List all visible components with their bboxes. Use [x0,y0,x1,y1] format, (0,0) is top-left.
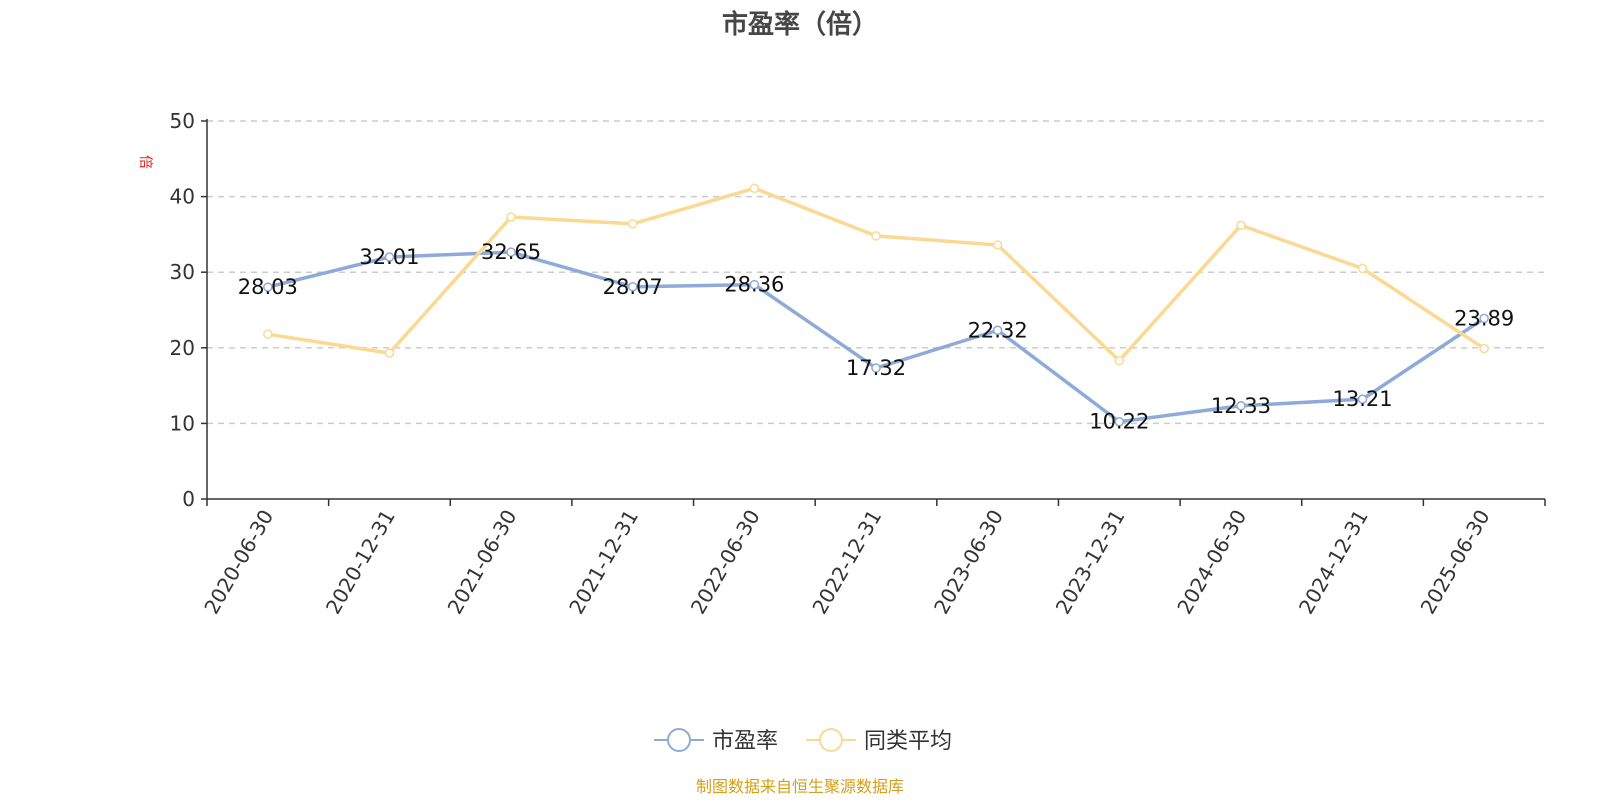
legend-marker-icon [819,728,843,752]
series-lines [263,183,1489,427]
data-point [1114,416,1125,427]
series-line-0 [267,250,1486,424]
x-tick-label: 2023-12-31 [1051,506,1130,619]
x-tick-label: 2020-06-30 [199,506,278,619]
data-label: 32.01 [359,245,419,269]
x-tick-label: 2022-06-30 [686,506,765,619]
data-label: 28.36 [724,273,784,297]
x-tick-label: 2025-06-30 [1416,506,1495,619]
legend-item-0[interactable]: 市盈率 [654,728,778,754]
data-label: 32.65 [481,240,541,264]
data-point [992,325,1003,336]
data-point [627,282,638,292]
data-point [1236,220,1246,231]
data-label: 28.03 [238,275,298,299]
data-point [506,247,516,257]
data-point [384,252,395,262]
legend[interactable]: 市盈率 同类平均 [654,728,952,754]
legend-marker-icon [667,728,691,752]
data-point [992,240,1003,250]
data-point [1357,263,1368,274]
data-point [749,183,760,194]
data-label: 22.32 [968,318,1028,342]
data-labels: 28.03 32.01 32.65 28.07 28.36 17.32 22.32 10.22… [238,240,1514,434]
chart-title: 市盈率（倍） [722,9,878,40]
y-tick-label: 30 [170,260,195,284]
data-point [1357,394,1368,404]
data-point [263,329,273,339]
data-label: 12.33 [1211,394,1271,418]
legend-label: 同类平均 [864,729,952,754]
x-tick-label: 2024-06-30 [1172,506,1251,619]
data-point [749,279,760,290]
legend-label: 市盈率 [712,729,778,754]
data-point [384,348,395,358]
x-tick-label: 2021-06-30 [443,506,522,619]
data-point [1236,401,1246,411]
x-tick-label: 2021-12-31 [564,506,643,619]
data-label: 28.07 [603,275,663,299]
data-label: 23.89 [1454,306,1514,330]
data-point [871,363,881,373]
y-tick-label: 50 [170,109,195,133]
x-tick-label: 2024-12-31 [1294,506,1373,619]
data-point [263,282,273,292]
data-label: 10.22 [1089,410,1149,434]
y-tick-label: 20 [170,336,195,360]
data-point [627,219,638,229]
data-source-note: 制图数据来自恒生聚源数据库 [696,777,904,796]
grid-lines [207,120,1545,425]
data-point [1114,355,1125,366]
y-tick-label: 0 [182,487,195,511]
data-point [871,231,881,241]
y-tick-label: 40 [170,185,195,209]
data-label: 17.32 [846,356,906,380]
data-point [1479,313,1489,324]
data-point [506,212,516,222]
y-axis-unit-label: 倍 [137,155,153,169]
series-line-1 [267,186,1486,363]
x-tick-label: 2022-12-31 [807,506,886,619]
data-point [1479,343,1489,354]
y-tick-label: 10 [170,411,195,435]
x-tick-label: 2023-06-30 [929,506,1008,619]
x-tick-label: 2020-12-31 [321,506,400,619]
data-label: 13.21 [1332,387,1392,411]
legend-item-1[interactable]: 同类平均 [806,728,952,754]
